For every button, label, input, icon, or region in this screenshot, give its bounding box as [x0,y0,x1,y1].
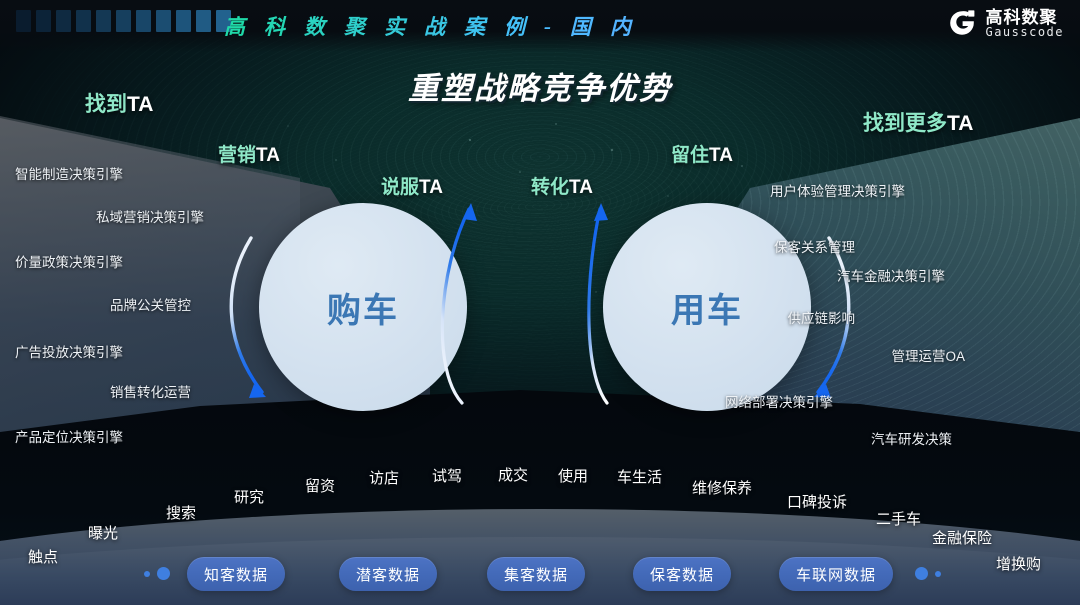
phase-circle-1[interactable]: 购车 [259,203,467,411]
stage-label-cn: 留住 [671,145,710,166]
stage-label-5: 留住TA [671,140,733,167]
journey-label-11: 维修保养 [692,480,753,497]
stage-label-cn: 营销 [218,145,257,166]
data-pill-2[interactable]: 潜客数据 [339,557,438,591]
page-title: 重塑战略竞争优势 [408,71,672,106]
dot-decoration-1 [144,567,170,580]
stage-label-en: TA [569,177,593,198]
journey-label-13: 二手车 [876,511,922,528]
data-pill-1[interactable]: 知客数据 [187,557,286,591]
journey-label-4: 研究 [234,489,265,506]
right-engine-label-4: 供应链影响 [787,311,856,326]
left-engine-label-3: 价量政策决策引擎 [15,255,123,270]
left-engine-label-4: 品牌公关管控 [110,298,191,313]
left-engine-label-1: 智能制造决策引擎 [15,167,123,182]
stage-label-cn: 找到 [85,93,127,116]
right-engine-label-2: 保客关系管理 [774,240,855,255]
stage-label-2: 营销TA [218,140,280,167]
journey-label-9: 使用 [558,468,589,485]
header-title-char: 国 [570,15,592,39]
right-engine-label-7: 汽车研发决策 [871,432,952,447]
header-bar-segment [176,10,191,32]
header-bar-segment [96,10,111,32]
stage-label-en: TA [419,177,443,198]
header-bar-segment [136,10,151,32]
logo-text-cn: 高科数聚 [985,7,1058,27]
header-title-char: 聚 [344,15,366,39]
right-engine-label-3: 汽车金融决策引擎 [837,269,945,284]
journey-label-12: 口碑投诉 [787,494,848,511]
header-bar-decoration [16,10,231,32]
brand-logo: 高科数聚 Gausscode [947,8,1064,38]
dot-icon [915,567,928,580]
left-engine-label-6: 销售转化运营 [110,385,191,400]
gausscode-g-icon [947,8,977,38]
header-title-char: 内 [610,15,632,39]
data-pill-3[interactable]: 集客数据 [487,557,586,591]
left-engine-label-5: 广告投放决策引擎 [15,345,123,360]
header-title: 高科数聚实战案例-国内 [215,11,641,41]
right-engine-label-1: 用户体验管理决策引擎 [770,184,905,199]
stage-label-en: TA [127,93,154,116]
header-title-char: 战 [424,15,446,39]
phase-circle-2[interactable]: 用车 [603,203,811,411]
stage-label-en: TA [947,112,974,135]
header-title-char: 科 [264,15,286,39]
stage-label-1: 找到TA [85,88,153,118]
journey-label-10: 车生活 [617,469,663,486]
dot-icon [144,570,150,577]
header-bar-segment [36,10,51,32]
data-pill-5[interactable]: 车联网数据 [779,557,894,591]
journey-label-15: 增换购 [996,556,1042,573]
journey-label-3: 搜索 [166,505,197,522]
stage-label-6: 找到更多TA [863,107,973,137]
logo-text-en: Gausscode [985,24,1064,39]
dot-decoration-2 [915,567,941,580]
stage-label-3: 说服TA [381,172,443,199]
journey-label-14: 金融保险 [932,530,993,547]
journey-label-8: 成交 [498,467,529,484]
header-bar-segment [196,10,211,32]
header-bar-segment [216,10,231,32]
phase-circle-label: 购车 [327,291,399,330]
journey-label-6: 访店 [369,470,400,487]
stage-label-cn: 说服 [381,177,420,198]
header-bar-segment [16,10,31,32]
stage-label-en: TA [709,145,733,166]
left-engine-label-2: 私域营销决策引擎 [96,210,204,225]
header-bar-segment [76,10,91,32]
phase-circle-label: 用车 [671,291,743,330]
data-pill-4[interactable]: 保客数据 [633,557,732,591]
header-title-char: - [544,13,552,38]
header-bar-segment [156,10,171,32]
right-engine-label-6: 网络部署决策引擎 [725,395,833,410]
stage-label-cn: 找到更多 [863,112,947,135]
journey-label-2: 曝光 [88,525,119,542]
right-engine-label-5: 管理运营OA [891,349,965,364]
left-engine-label-7: 产品定位决策引擎 [15,430,123,445]
dot-icon [157,567,170,580]
header-bar-segment [116,10,131,32]
stage-label-cn: 转化 [531,177,570,198]
header-title-char: 高 [224,15,246,39]
stage-label-en: TA [256,145,280,166]
journey-label-5: 留资 [305,478,336,495]
dot-icon [935,570,941,577]
header-title-char: 案 [464,15,486,39]
header-title-char: 数 [304,15,326,39]
header-title-char: 实 [384,15,406,39]
stage-label-4: 转化TA [531,172,593,199]
header-title-char: 例 [504,15,526,39]
journey-label-1: 触点 [28,549,59,566]
journey-label-7: 试驾 [432,468,463,485]
header-bar-segment [56,10,71,32]
